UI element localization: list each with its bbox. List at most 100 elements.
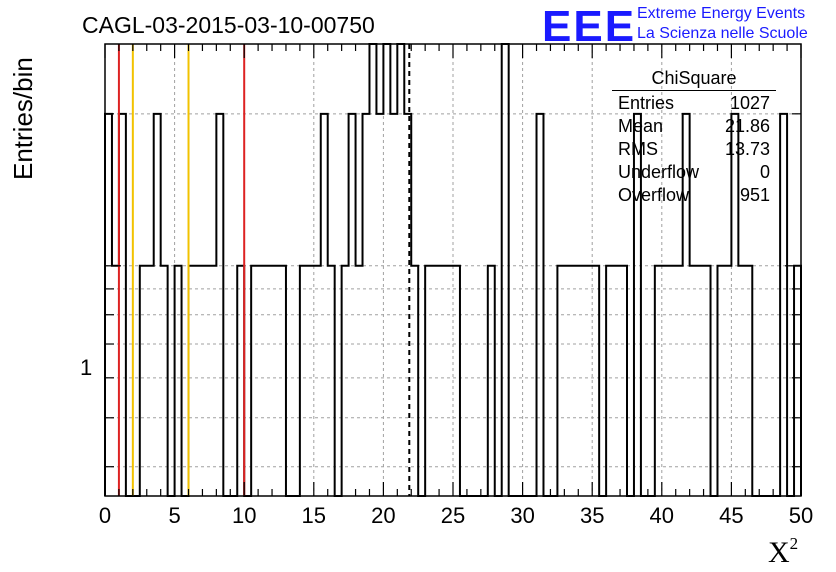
histogram-bin	[258, 266, 265, 496]
histogram-bin	[328, 266, 335, 496]
histogram-bin	[425, 266, 432, 496]
stats-value: 1027	[729, 93, 770, 113]
histogram-bin	[251, 266, 258, 496]
histogram-bin	[147, 266, 154, 496]
histogram-bin	[606, 266, 613, 496]
chart-title: CAGL-03-2015-03-10-00750	[82, 12, 375, 38]
marker-lines	[117, 44, 411, 496]
histogram-bin	[717, 266, 724, 496]
histogram-bin	[502, 44, 509, 496]
histogram-bin	[620, 266, 627, 496]
histogram-bin	[704, 266, 711, 496]
eee-logo: EEE	[542, 2, 637, 51]
histogram-bin	[175, 266, 182, 496]
histogram-bin	[537, 114, 544, 496]
histogram-bin	[488, 266, 495, 496]
histogram-bin	[592, 266, 599, 496]
histogram-bin	[690, 266, 697, 496]
histogram-bin	[571, 266, 578, 496]
histogram-bin	[265, 266, 272, 496]
histogram-bin	[216, 114, 223, 496]
histogram-bin	[195, 266, 202, 496]
histogram-bin	[780, 114, 787, 496]
histogram-bin	[307, 266, 314, 496]
histogram-bin	[272, 266, 279, 496]
stats-row: RMS 13.73	[612, 139, 776, 162]
stats-row: Overflow 951	[612, 185, 776, 208]
histogram-bin	[314, 266, 321, 496]
histogram-bin	[446, 266, 453, 496]
stats-title: ChiSquare	[612, 68, 776, 91]
histogram-bin	[676, 266, 683, 496]
y-axis-label: Entries/bin	[8, 57, 38, 180]
histogram-bin	[613, 266, 620, 496]
histogram-bin	[349, 114, 356, 496]
x-tick-label: 30	[510, 503, 534, 528]
x-tick-label: 15	[302, 503, 326, 528]
stats-row: Mean 21.86	[612, 116, 776, 139]
histogram-bin	[585, 266, 592, 496]
histogram-bin	[209, 266, 216, 496]
histogram-bin	[724, 266, 731, 496]
axis-ticks	[104, 44, 802, 496]
histogram-bin	[557, 266, 564, 496]
x-tick-label: 10	[232, 503, 256, 528]
histogram-bin	[383, 44, 390, 496]
x-tick-label: 35	[580, 503, 604, 528]
x-tick-label: 25	[441, 503, 465, 528]
logo-line-1: Extreme Energy Events	[637, 5, 806, 22]
histogram-bin	[432, 266, 439, 496]
histogram-bin	[578, 266, 585, 496]
histogram-bin	[140, 266, 147, 496]
stats-value: 951	[739, 185, 770, 205]
histogram-bin	[237, 266, 244, 496]
histogram-bin	[390, 114, 397, 496]
histogram-bin	[745, 266, 752, 496]
histogram-bin	[321, 114, 328, 496]
histogram-bin	[453, 266, 460, 496]
x-tick-label: 40	[650, 503, 674, 528]
stats-label: Mean	[618, 116, 664, 136]
histogram-bin	[119, 114, 126, 496]
logo-caption: Extreme Energy Events La Scienza nelle S…	[637, 4, 808, 44]
x-tick-label: 0	[99, 503, 111, 528]
histogram-bin	[439, 266, 446, 496]
stats-value: 0	[759, 162, 770, 182]
histogram-bin	[697, 266, 704, 496]
histogram-bin	[411, 266, 418, 496]
histogram-outline	[104, 43, 802, 497]
histogram-bin	[161, 266, 168, 496]
histogram-bin	[397, 44, 404, 496]
histogram-bin	[655, 266, 662, 496]
x-tick-label: 50	[789, 503, 813, 528]
histogram-bin	[112, 266, 119, 496]
x-tick-label: 20	[371, 503, 395, 528]
logo-line-2: La Scienza nelle Scuole	[637, 25, 808, 42]
histogram-bin	[794, 266, 801, 496]
stats-box: ChiSquare Entries 1027 Mean 21.86 RMS 13…	[612, 68, 776, 208]
x-tick-labels: 0 5 10 15 20 25 30 35 40 45 50	[99, 503, 813, 528]
y-tick-label: 1	[80, 355, 93, 380]
x-axis-label: X2	[768, 534, 799, 569]
histogram-bin	[356, 266, 363, 496]
stats-label: RMS	[618, 139, 658, 159]
histogram-bin	[279, 266, 286, 496]
stats-label: Overflow	[618, 185, 690, 205]
histogram-bin	[300, 266, 307, 496]
histogram-bin	[564, 266, 571, 496]
x-tick-label: 45	[719, 503, 743, 528]
stats-row: Underflow 0	[612, 162, 776, 185]
x-tick-label: 5	[168, 503, 180, 528]
histogram-bin	[154, 114, 161, 496]
histogram-bin	[662, 266, 669, 496]
histogram-bin	[202, 266, 209, 496]
stats-value: 21.86	[724, 116, 770, 136]
histogram-bin	[738, 266, 745, 496]
stats-label: Underflow	[618, 162, 700, 182]
histogram-bin	[369, 44, 376, 496]
histogram-bin	[105, 114, 112, 496]
stats-row: Entries 1027	[612, 93, 776, 116]
stats-label: Entries	[618, 93, 675, 113]
histogram-bin	[363, 114, 370, 496]
